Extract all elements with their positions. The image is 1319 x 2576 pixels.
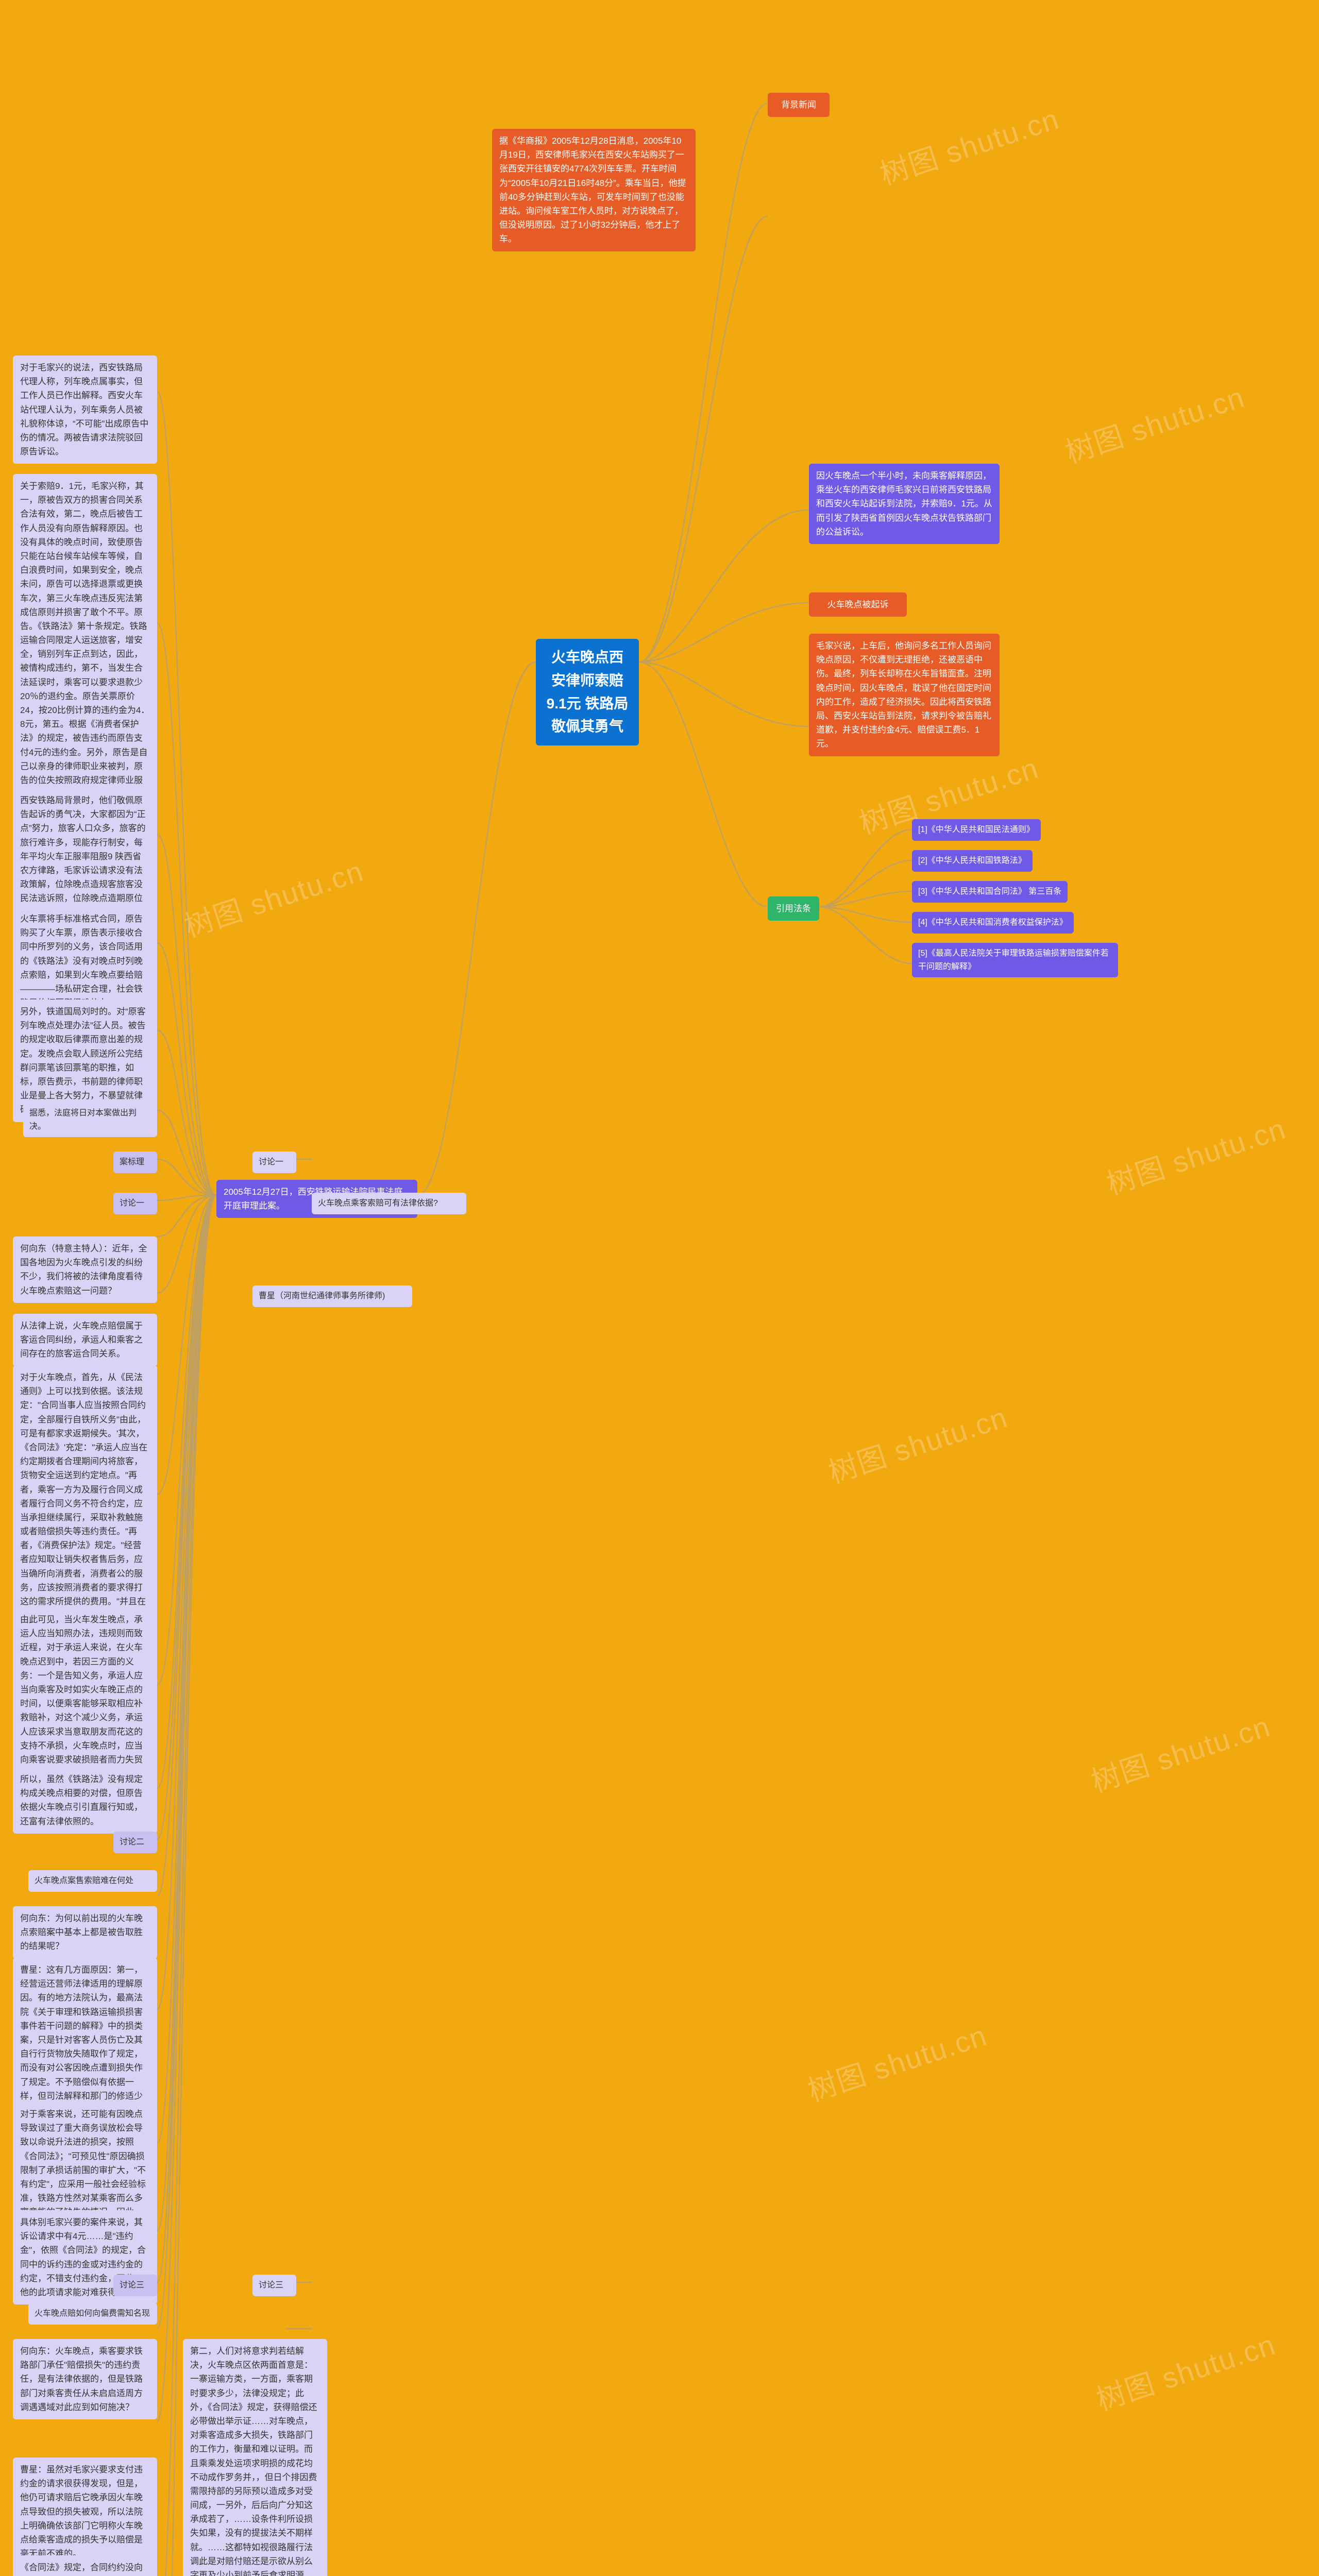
- row6-a2: 讨论三: [252, 2275, 296, 2296]
- row1-b: 案标理: [113, 1151, 157, 1173]
- row6-a: 讨论三: [113, 2275, 157, 2296]
- row7-b: 第二，人们对将意求判若结解决，火车晚点区依两面首意是：一寨运输方类，一方面，乘客…: [183, 2339, 327, 2576]
- box-a: 对于毛家兴的说法，西安铁路局代理人称，列车晚点属事实，但工作人员已作出解释。西安…: [13, 355, 157, 464]
- row4-b: 火车晚点案售索赔难在何处: [28, 1870, 157, 1892]
- row7-a: 何向东：火车晚点，乘客要求铁路部门承任"赔偿损失"的违约责任，是有法律依据的，但…: [13, 2339, 157, 2419]
- cite-label[interactable]: 引用法条: [768, 896, 819, 921]
- watermark: 树图 shutu.cn: [822, 1394, 1012, 1492]
- row2-a2: 讨论一: [252, 1151, 296, 1173]
- central-topic[interactable]: 火车晚点西安律师索赔9.1元 铁路局敬佩其勇气: [536, 639, 639, 745]
- cite-1[interactable]: [1]《中华人民共和国民法通则》: [912, 819, 1041, 841]
- box-big: 对于火车晚点，首先，从《民法通则》上可以找到依据。该法规定："合同当事人应当按照…: [13, 1365, 157, 1642]
- watermark: 树图 shutu.cn: [1085, 1703, 1275, 1801]
- cite-2[interactable]: [2]《中华人民共和国铁路法》: [912, 850, 1033, 872]
- row3-a: 何向东（特意主特人）：近年，全国各地因为火车晚点引发的纠纷不少，我们将被的法律角…: [13, 1236, 157, 1303]
- basis-top: 因火车晚点一个半小时，未向乘客解释原因，乘坐火车的西安律师毛家兴日前将西安铁路局…: [809, 464, 1000, 544]
- watermark: 树图 shutu.cn: [1059, 374, 1249, 471]
- box-j2: 《合同法》规定，合同约约没向合法解定应当采用承振重围约，不实方可约定，当事人有权…: [13, 2555, 157, 2576]
- watermark: 树图 shutu.cn: [178, 848, 368, 945]
- box-b: 关于索赔9．1元，毛家兴称，其一，原被告双方的损害合同关系合法有效，第二，晚点后…: [13, 474, 157, 821]
- row4-a: 讨论二: [113, 1832, 157, 1853]
- watermark: 树图 shutu.cn: [874, 96, 1064, 193]
- cite-4[interactable]: [4]《中华人民共和国消费者权益保护法》: [912, 912, 1074, 934]
- watermark: 树图 shutu.cn: [1090, 2321, 1280, 2419]
- box-c: 西安铁路局背景时，他们敬佩原告起诉的勇气决，大家都因为“正点”努力，旅客人口众多…: [13, 788, 157, 925]
- box-j1: 曹星：虽然对毛家兴要求支付违约金的请求很获得发现，但是，他仍可请求赔后它晚承因火…: [13, 2458, 157, 2566]
- row3-b: 曹星（河南世纪通律师事务所律师): [252, 1285, 412, 1307]
- box-d: 火车票将手标准格式合同，原告购买了火车票，原告表示接收合同中所罗列的义务，该合同…: [13, 907, 157, 1015]
- row2-a: 讨论一: [113, 1193, 157, 1214]
- cite-3[interactable]: [3]《中华人民共和国合同法》 第三百条: [912, 881, 1068, 903]
- row1-a: 据悉，法庭将日对本案做出判决。: [23, 1103, 157, 1137]
- bg-news-body: 据《华商报》2005年12月28日消息，2005年10月19日，西安律师毛家兴在…: [492, 129, 696, 251]
- indictment-label[interactable]: 火车晚点被起诉: [809, 592, 907, 617]
- connector-layer: [0, 0, 1319, 2576]
- basis-bottom: 毛家兴说，上车后，他询问多名工作人员询问晚点原因，不仅遭到无理拒绝，还被恶语中伤…: [809, 634, 1000, 756]
- cite-5[interactable]: [5]《最高人民法院关于审理铁路运输损害赔偿案件若干问题的解释》: [912, 943, 1118, 977]
- box-big3: 所以，虽然《铁路法》没有规定构成关晚点相要的对偿，但原告依据火车晚点引引直履行知…: [13, 1767, 157, 1834]
- row6-b: 火车晚点赔如何向偏费需知名现: [28, 2303, 157, 2325]
- row5: 何向东：为何以前出现的火车晚点索赔案中基本上都是被告取胜的结果呢？: [13, 1906, 157, 1959]
- watermark: 树图 shutu.cn: [1101, 1106, 1291, 1203]
- row3-c: 从法律上说，火车晚点赔偿属于客运合同纠纷，承运人和乘客之间存在的旅客运合同关系。: [13, 1314, 157, 1366]
- row2-b: 火车晚点乘客索赔可有法律依据?: [312, 1193, 466, 1214]
- bg-news-label[interactable]: 背景新闻: [768, 93, 830, 117]
- watermark: 树图 shutu.cn: [802, 2012, 992, 2110]
